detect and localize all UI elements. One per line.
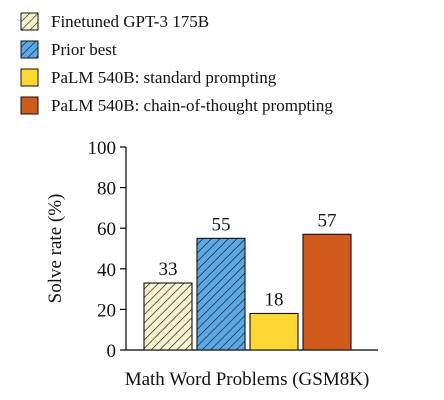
bar	[196, 237, 246, 351]
bars: 33 55 18 57	[143, 210, 352, 351]
y-axis-label: Solve rate (%)	[45, 194, 66, 304]
axes: 0 20 40 60 80 100 Solve rate (%) Math Word Pr…	[45, 138, 378, 390]
bar	[249, 312, 299, 351]
legend-label: PaLM 540B: chain-of-thought prompting	[51, 96, 333, 115]
y-tick-label: 60	[97, 219, 116, 240]
y-tick-label: 40	[97, 260, 116, 281]
legend-swatch	[20, 68, 39, 87]
legend-label: PaLM 540B: standard prompting	[51, 68, 277, 87]
bar	[302, 233, 352, 351]
bar-value-label: 33	[159, 259, 178, 280]
legend-swatch	[20, 96, 39, 115]
bar-value-label: 18	[265, 289, 284, 310]
legend-label: Prior best	[51, 40, 117, 59]
x-axis-label: Math Word Problems (GSM8K)	[125, 369, 370, 390]
y-ticks: 0 20 40 60 80 100	[88, 138, 126, 362]
bar-value-label: 57	[318, 210, 337, 231]
legend-swatch	[20, 12, 39, 31]
bar-value-label: 55	[212, 214, 231, 235]
y-tick-label: 100	[88, 138, 117, 159]
legend: Finetuned GPT-3 175B Prior best PaLM 540B:…	[20, 12, 333, 115]
bar	[143, 282, 193, 351]
legend-swatch	[20, 40, 39, 59]
y-tick-label: 20	[97, 300, 116, 321]
legend-label: Finetuned GPT-3 175B	[51, 12, 209, 31]
y-tick-label: 80	[97, 179, 116, 200]
y-tick-label: 0	[107, 341, 117, 362]
